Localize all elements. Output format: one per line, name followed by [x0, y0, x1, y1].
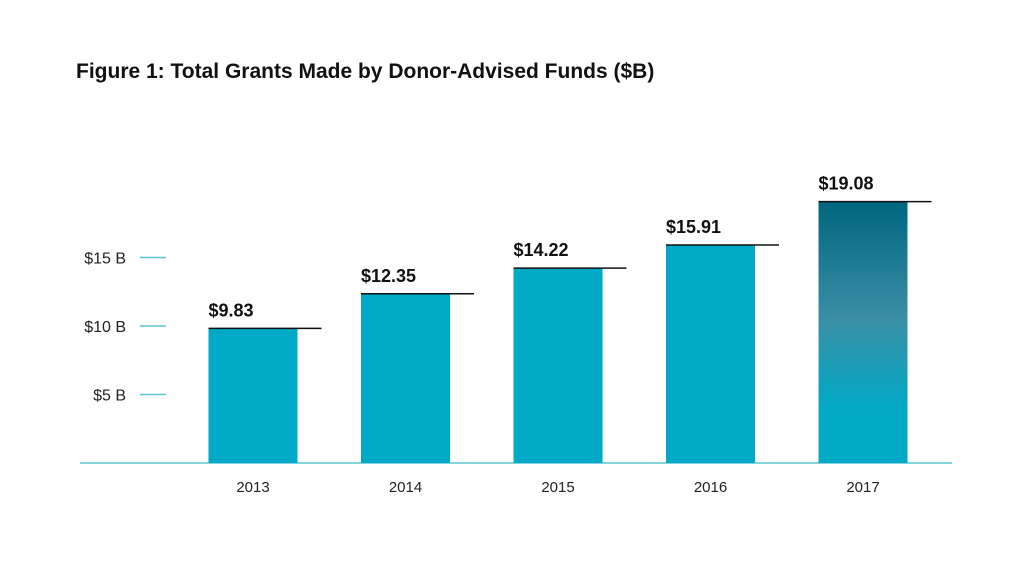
- data-label: $14.22: [514, 240, 569, 260]
- y-tick-label: $10 B: [84, 319, 126, 336]
- data-label: $12.35: [361, 266, 416, 286]
- data-label: $15.91: [666, 217, 721, 237]
- x-tick-label: 2013: [236, 479, 269, 496]
- data-label: $19.08: [819, 174, 874, 194]
- chart-title: Figure 1: Total Grants Made by Donor-Adv…: [76, 60, 655, 83]
- x-tick-label: 2017: [846, 479, 879, 496]
- bar: [666, 245, 755, 463]
- x-tick-label: 2016: [694, 479, 727, 496]
- x-tick-label: 2015: [541, 479, 574, 496]
- x-tick-label: 2014: [389, 479, 422, 496]
- bar: [818, 201, 908, 463]
- data-label: $9.83: [209, 300, 254, 320]
- bar: [513, 268, 603, 463]
- y-tick-label: $5 B: [93, 388, 126, 405]
- bar: [208, 328, 298, 463]
- bar: [361, 293, 450, 463]
- y-tick-label: $15 B: [84, 251, 126, 268]
